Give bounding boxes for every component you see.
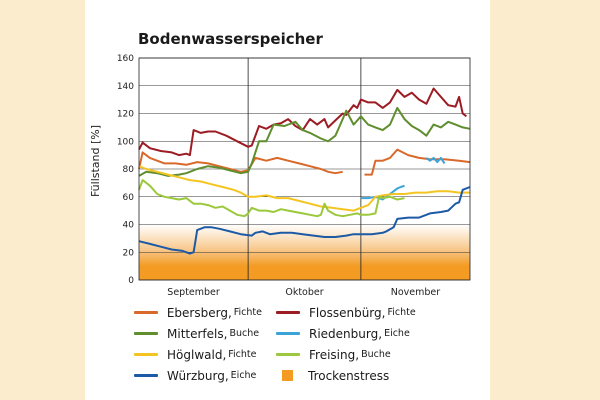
y-tick-label: 80 [123,165,135,175]
legend-tree: Fichte [233,307,262,318]
legend-item-wuerzburg: Würzburg, Eiche [134,367,262,384]
legend-swatch-wuerzburg [134,374,158,377]
legend-swatch-freising [276,353,300,356]
x-month-label: Oktober [285,287,323,298]
legend-tree: Eiche [384,328,410,339]
series-line-höglwald [138,165,470,212]
series-line-ebersberg [138,148,471,176]
y-tick-label: 120 [117,110,134,120]
plot-frame [138,57,471,281]
series-line-freising [138,179,405,218]
legend-site: Höglwald [167,347,223,362]
series-line-würzburg [138,186,471,255]
legend-item-riedenburg: Riedenburg, Eiche [276,325,446,342]
series-line-flossenbürg [138,87,468,157]
series-line-mitterfels [138,106,471,177]
legend-site: Freising [309,347,356,362]
legend-swatch-hoeglwald [134,353,158,356]
y-tick-label: 20 [123,248,135,258]
legend-item-ebersberg: Ebersberg, Fichte [134,304,262,321]
legend-swatch-trockenstress [282,370,293,381]
y-tick-label: 0 [128,276,134,286]
legend-item-freising: Freising, Buche [276,346,446,363]
legend-tree: Eiche [230,370,257,381]
y-tick-label: 40 [123,221,135,231]
legend-tree: Fichte [228,349,257,360]
legend-item-mitterfels: Mitterfels, Buche [134,325,262,342]
legend-tree: Buche [361,349,391,360]
legend-swatch-flossenbuerg [276,311,300,314]
legend-item-flossenbuerg: Flossenbürg, Fichte [276,304,446,321]
x-month-label: November [391,287,441,298]
y-axis-label: Füllstand [%] [89,125,102,197]
y-tick-label: 60 [123,193,135,203]
legend-site: Würzburg [167,368,225,383]
legend-site: Flossenbürg [309,305,382,320]
legend-stress-label: Trockenstress [308,368,390,383]
legend-item-trockenstress: Trockenstress [276,367,446,384]
legend-tree: Fichte [387,307,416,318]
legend-site: Riedenburg [309,326,379,341]
y-tick-label: 100 [117,137,134,147]
legend-site: Mitterfels [167,326,224,341]
x-month-label: September [167,287,220,298]
chart-title: Bodenwasserspeicher [138,30,323,48]
legend-site: Ebersberg [166,305,228,320]
y-tick-label: 140 [117,82,134,92]
legend: Ebersberg, Fichte Flossenbürg, Fichte Mi… [134,304,494,384]
legend-swatch-mitterfels [134,332,158,335]
y-tick-label: 160 [117,54,134,64]
legend-tree: Buche [229,328,260,339]
legend-swatch-riedenburg [276,332,300,335]
legend-swatch-ebersberg [134,311,158,314]
legend-item-hoeglwald: Höglwald, Fichte [134,346,262,363]
